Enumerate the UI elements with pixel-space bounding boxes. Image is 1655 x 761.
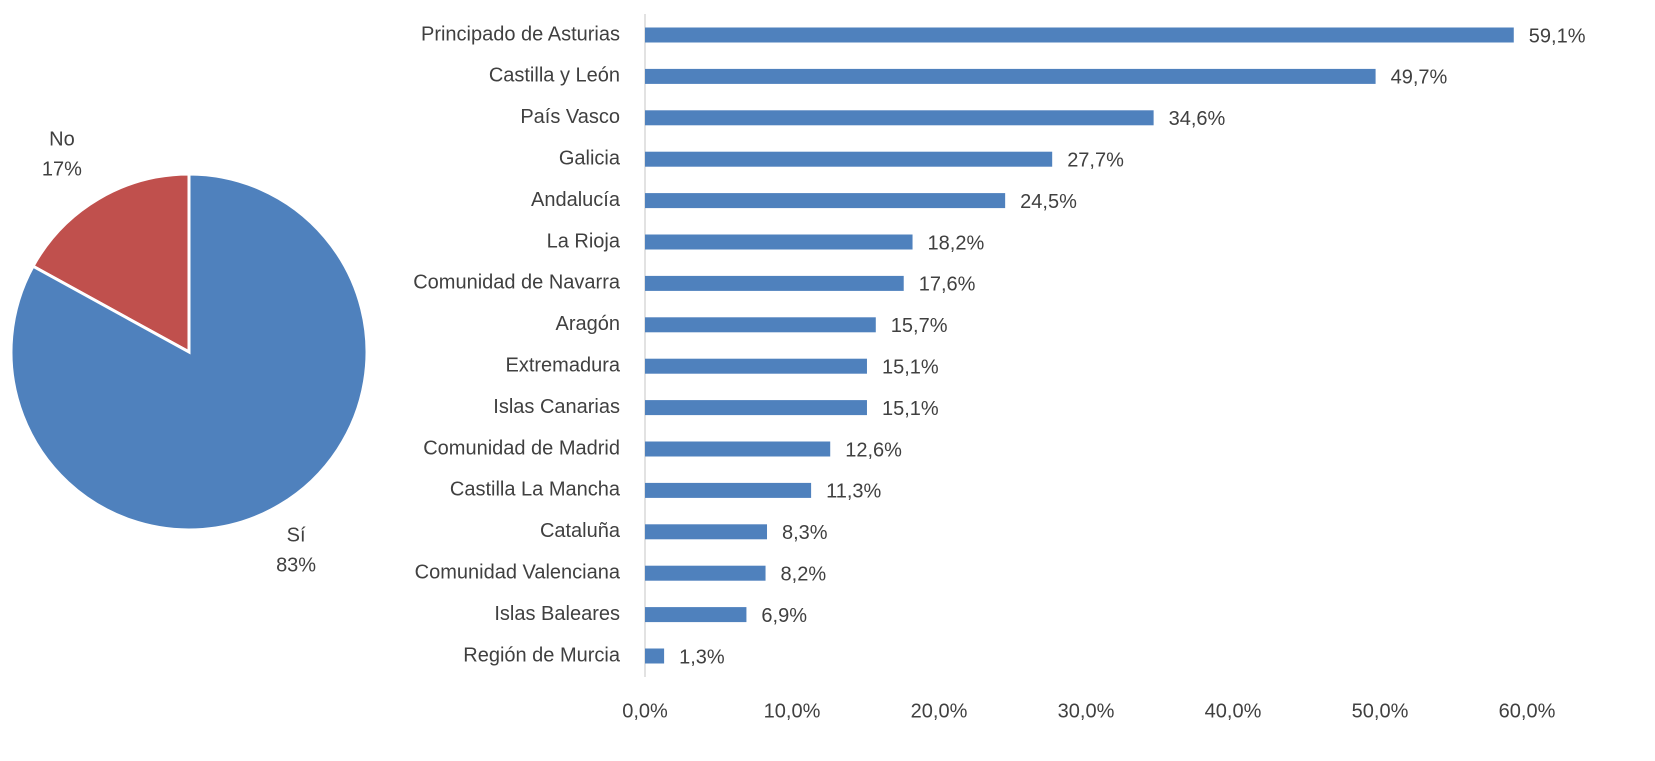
data-label: 8,2%	[781, 563, 827, 585]
y-tick-label: Comunidad Valenciana	[415, 561, 621, 583]
y-tick-label: Galicia	[559, 147, 621, 169]
bar	[645, 400, 867, 416]
bar	[645, 275, 904, 291]
y-tick-label: País Vasco	[520, 106, 620, 128]
y-tick-label: Extremadura	[506, 354, 621, 376]
data-label: 59,1%	[1529, 25, 1586, 47]
data-label: 15,1%	[882, 356, 939, 378]
data-label: 24,5%	[1020, 191, 1077, 213]
pie-slice	[30, 172, 191, 355]
y-tick-label: Principado de Asturias	[421, 23, 620, 45]
y-tick-label: Aragón	[556, 313, 621, 335]
pie-label: No	[49, 128, 75, 150]
y-tick-label: Región de Murcia	[463, 644, 621, 666]
x-tick-label: 60,0%	[1499, 700, 1556, 722]
bar	[645, 110, 1154, 126]
bar	[645, 441, 831, 457]
data-label: 1,3%	[679, 646, 725, 668]
pie-value-label: 17%	[42, 158, 82, 180]
x-tick-label: 20,0%	[911, 700, 968, 722]
bar	[645, 27, 1514, 43]
bar	[645, 68, 1376, 84]
data-label: 12,6%	[845, 439, 902, 461]
bar	[645, 358, 867, 374]
x-tick-label: 30,0%	[1058, 700, 1115, 722]
data-label: 11,3%	[826, 481, 881, 503]
bar	[645, 524, 768, 540]
y-tick-label: Islas Canarias	[493, 396, 620, 418]
y-tick-label: Comunidad de Madrid	[423, 437, 620, 459]
pie-slice	[9, 172, 369, 532]
y-tick-label: Islas Baleares	[494, 603, 620, 625]
x-tick-label: 50,0%	[1352, 700, 1409, 722]
bar	[645, 648, 665, 664]
y-tick-label: La Rioja	[547, 230, 621, 252]
data-label: 18,2%	[928, 232, 985, 254]
data-label: 15,1%	[882, 398, 939, 420]
y-tick-label: Cataluña	[540, 520, 621, 542]
bar	[645, 565, 766, 581]
pie-label: Sí	[287, 524, 306, 546]
data-label: 6,9%	[761, 605, 807, 627]
bar	[645, 482, 812, 498]
bar	[645, 151, 1053, 167]
x-tick-label: 0,0%	[622, 700, 668, 722]
y-tick-label: Comunidad de Navarra	[413, 272, 621, 294]
data-label: 27,7%	[1067, 149, 1124, 171]
pie-value-label: 83%	[276, 554, 316, 576]
data-label: 15,7%	[891, 315, 948, 337]
x-tick-label: 40,0%	[1205, 700, 1262, 722]
bar	[645, 193, 1006, 209]
y-tick-label: Castilla La Mancha	[450, 479, 621, 501]
data-label: 34,6%	[1169, 108, 1226, 130]
data-label: 49,7%	[1391, 67, 1448, 89]
data-label: 8,3%	[782, 522, 828, 544]
x-tick-label: 10,0%	[764, 700, 821, 722]
bar	[645, 234, 913, 250]
bar	[645, 317, 876, 333]
bar	[645, 607, 747, 623]
y-tick-label: Castilla y León	[489, 65, 620, 87]
data-label: 17,6%	[919, 274, 976, 296]
y-tick-label: Andalucía	[531, 189, 621, 211]
